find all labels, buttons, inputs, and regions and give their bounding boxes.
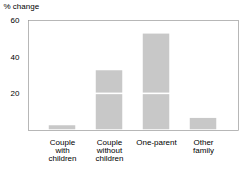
svg-text:Otherfamily: Otherfamily bbox=[193, 138, 214, 155]
svg-text:One-parent: One-parent bbox=[136, 138, 177, 147]
svg-text:40: 40 bbox=[11, 53, 20, 62]
svg-text:Couplewithchildren: Couplewithchildren bbox=[48, 138, 76, 163]
svg-text:20: 20 bbox=[11, 89, 20, 98]
svg-text:Couplewithoutchildren: Couplewithoutchildren bbox=[95, 138, 123, 163]
svg-text:60: 60 bbox=[11, 16, 20, 25]
svg-text:% change: % change bbox=[4, 2, 40, 11]
